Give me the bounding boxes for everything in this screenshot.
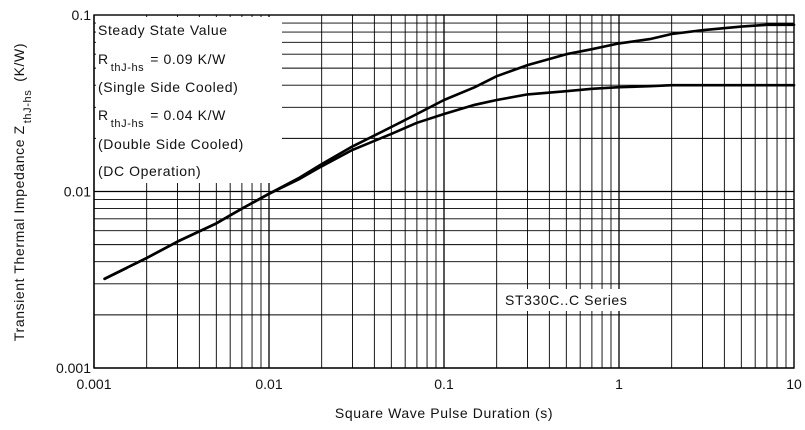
x-tick-label: 0.001: [76, 376, 111, 392]
annotation-double-side-cooled: (Double Side Cooled): [98, 136, 244, 152]
x-tick-label: 0.1: [434, 376, 454, 392]
tick-labels: 0.001 0.01 0.1 1 10 0.001 0.01 0.1: [56, 7, 802, 392]
x-axis-title: Square Wave Pulse Duration (s): [335, 405, 553, 421]
x-tick-label: 1: [615, 376, 623, 392]
series-label: ST330C..C Series: [505, 292, 627, 308]
x-tick-label: 0.01: [255, 376, 282, 392]
y-tick-label: 0.1: [72, 7, 92, 23]
annotation-dc-operation: (DC Operation): [98, 163, 201, 179]
annotation-rthjhs-single: RthJ-hs= 0.09 K/W: [98, 51, 226, 74]
x-tick-label: 10: [786, 376, 802, 392]
annotation-single-side-cooled: (Single Side Cooled): [98, 79, 238, 95]
series-label-background: [500, 289, 624, 311]
curves: [103, 23, 796, 281]
annotation-background: [96, 17, 282, 183]
y-axis-title: Transient Thermal Impedance ZthJ-hs(K/W): [11, 43, 34, 341]
annotation-rthjhs-double: RthJ-hs= 0.04 K/W: [98, 107, 226, 130]
y-tick-label: 0.001: [56, 360, 91, 376]
annotation-block: Steady State Value RthJ-hs= 0.09 K/W (Si…: [98, 22, 244, 179]
plot-frame: [93, 14, 795, 369]
y-tick-label: 0.01: [64, 184, 91, 200]
series-line-2: [103, 83, 796, 281]
annotation-steady-state: Steady State Value: [98, 22, 228, 38]
